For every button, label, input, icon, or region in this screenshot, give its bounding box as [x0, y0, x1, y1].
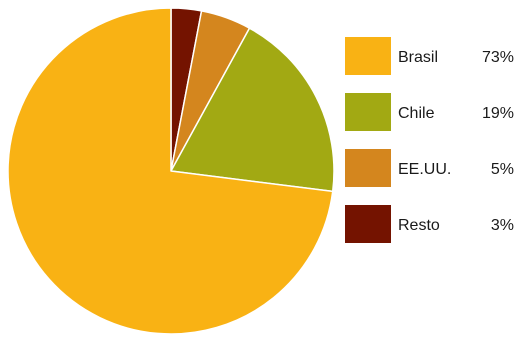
legend-swatch: [345, 93, 391, 131]
legend-item-brasil: Brasil 73%: [345, 37, 514, 75]
legend-item-resto: Resto 3%: [345, 205, 514, 243]
legend-label: Resto: [398, 217, 440, 234]
legend-label: EE.UU.: [398, 161, 451, 178]
legend-value: 3%: [491, 217, 514, 234]
legend-item-ee-uu: EE.UU. 5%: [345, 149, 514, 187]
legend-swatch: [345, 149, 391, 187]
pie-slice-chile: [170, 27, 335, 193]
legend-value: 73%: [482, 49, 514, 66]
legend-value: 19%: [482, 105, 514, 122]
legend-value: 5%: [491, 161, 514, 178]
pie-slices: [7, 7, 335, 335]
legend-swatch: [345, 37, 391, 75]
legend-label: Chile: [398, 105, 435, 122]
legend-label: Brasil: [398, 49, 438, 66]
legend-swatch: [345, 205, 391, 243]
legend: Brasil 73% Chile 19% EE.UU. 5% Resto 3%: [345, 37, 514, 243]
legend-item-chile: Chile 19%: [345, 93, 514, 131]
pie-slice-brasil: [7, 7, 334, 335]
